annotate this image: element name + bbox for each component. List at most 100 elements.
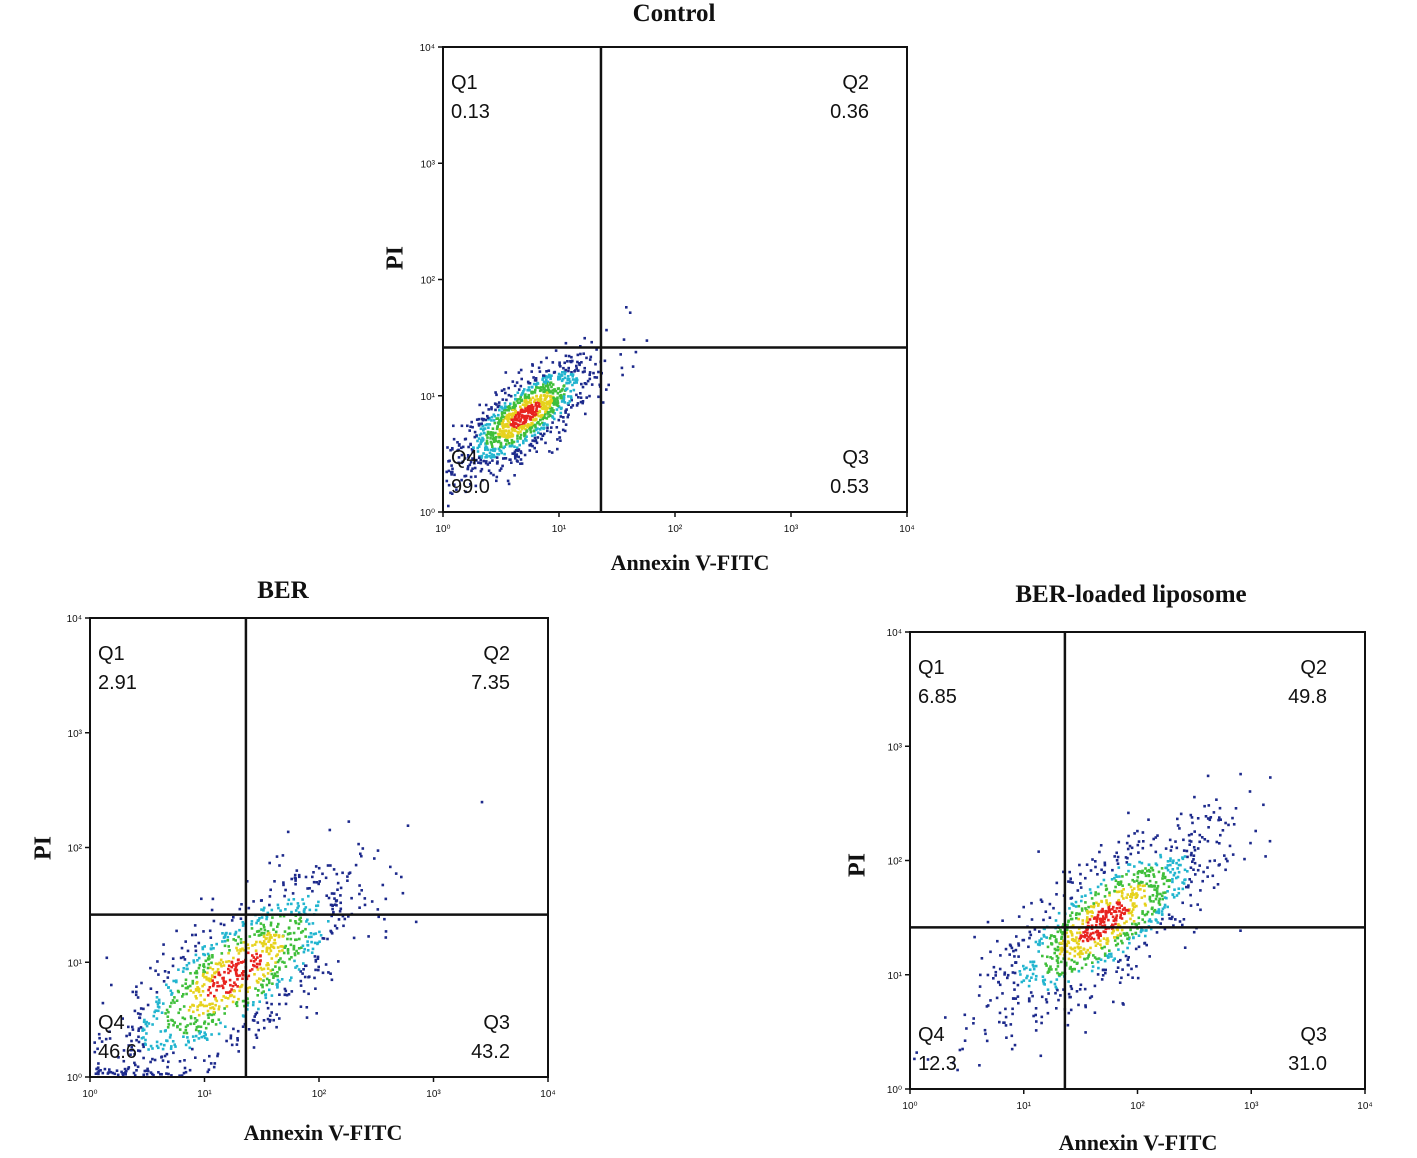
- event-point: [185, 964, 189, 967]
- event-point: [534, 428, 538, 432]
- event-point: [1152, 875, 1156, 878]
- chart-title: BER: [257, 577, 309, 604]
- event-point: [1086, 948, 1089, 952]
- event-point: [248, 935, 252, 938]
- event-point: [1121, 884, 1124, 887]
- event-point: [575, 393, 578, 397]
- event-point: [166, 1019, 170, 1023]
- event-point: [183, 958, 187, 961]
- event-point: [1120, 911, 1123, 914]
- event-point: [507, 442, 511, 445]
- event-point: [172, 1051, 175, 1055]
- event-point: [1005, 1036, 1008, 1039]
- event-point: [265, 1001, 269, 1005]
- event-point: [523, 410, 526, 413]
- event-point: [1201, 836, 1204, 839]
- event-point: [278, 1002, 281, 1006]
- event-point: [488, 451, 492, 455]
- event-point: [463, 457, 467, 460]
- event-point: [1167, 885, 1171, 888]
- event-point: [268, 938, 271, 942]
- event-point: [523, 434, 526, 438]
- event-point: [1054, 985, 1058, 989]
- event-point: [557, 372, 561, 376]
- event-point: [1013, 988, 1016, 991]
- event-point: [534, 425, 537, 429]
- event-point: [1161, 874, 1165, 878]
- y-tick-label: 10²: [421, 276, 436, 287]
- event-point: [1181, 881, 1184, 884]
- event-point: [275, 1013, 278, 1016]
- event-point: [529, 430, 533, 434]
- event-point: [278, 993, 281, 996]
- event-point: [258, 960, 262, 963]
- event-point: [1189, 840, 1193, 843]
- event-point: [1032, 960, 1036, 964]
- event-point: [194, 1056, 197, 1059]
- event-point: [469, 443, 472, 447]
- event-point: [1060, 948, 1063, 951]
- event-point: [168, 1036, 172, 1039]
- event-point: [554, 397, 558, 401]
- event-point: [1054, 939, 1058, 942]
- event-point: [551, 392, 555, 395]
- event-point: [597, 370, 600, 374]
- event-point: [552, 371, 556, 374]
- event-point: [1025, 966, 1028, 970]
- event-point: [557, 405, 561, 409]
- event-point: [237, 958, 240, 961]
- event-point: [562, 384, 566, 387]
- event-point: [266, 933, 269, 937]
- event-point: [489, 434, 493, 437]
- event-point: [1127, 863, 1130, 866]
- event-point: [545, 402, 549, 406]
- event-point: [211, 984, 215, 988]
- event-point: [519, 437, 522, 440]
- chart-title: Control: [632, 0, 716, 27]
- event-point: [188, 1046, 192, 1050]
- event-point: [559, 411, 563, 415]
- event-point: [245, 997, 249, 1000]
- event-point: [1123, 906, 1126, 910]
- event-point: [268, 1020, 271, 1023]
- event-point: [529, 426, 532, 430]
- event-point: [576, 353, 580, 357]
- event-point: [486, 463, 490, 466]
- event-point: [514, 414, 518, 417]
- event-point: [543, 375, 546, 379]
- event-point: [466, 424, 469, 428]
- event-point: [506, 436, 509, 439]
- event-point: [506, 424, 509, 427]
- event-point: [250, 927, 254, 930]
- event-point: [1023, 967, 1026, 971]
- event-point: [296, 902, 300, 905]
- event-point: [542, 383, 545, 386]
- event-point: [567, 366, 570, 370]
- event-point: [192, 991, 195, 994]
- event-point: [101, 1071, 105, 1075]
- event-point: [144, 1038, 147, 1042]
- event-point: [1114, 944, 1118, 947]
- event-point: [1085, 934, 1089, 937]
- event-point: [201, 984, 204, 988]
- event-point: [498, 436, 501, 439]
- event-point: [182, 967, 186, 970]
- event-point: [254, 1033, 258, 1037]
- event-point: [585, 356, 588, 360]
- event-point: [237, 997, 240, 1001]
- event-point: [1193, 795, 1196, 799]
- event-point: [1101, 918, 1104, 922]
- event-point: [495, 479, 498, 483]
- event-point: [1099, 943, 1102, 946]
- event-point: [1149, 899, 1152, 903]
- event-point: [290, 910, 293, 914]
- event-point: [510, 444, 513, 448]
- event-point: [163, 1054, 167, 1058]
- event-point: [523, 388, 526, 391]
- event-point: [473, 435, 477, 439]
- event-point: [551, 411, 555, 414]
- event-point: [284, 944, 287, 948]
- event-point: [157, 1071, 160, 1074]
- event-point: [363, 903, 367, 907]
- x-tick-label: 10¹: [1017, 1101, 1032, 1112]
